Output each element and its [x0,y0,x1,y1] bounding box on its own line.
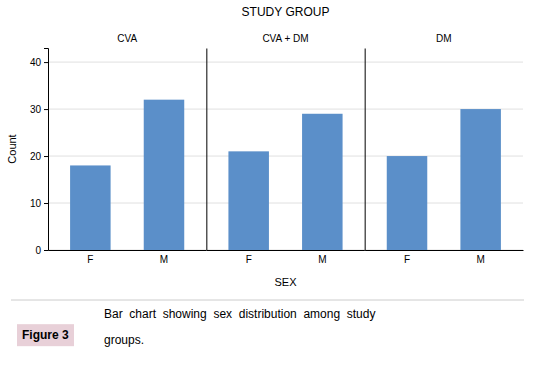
tick-label: F [246,254,252,265]
tick-label: F [404,254,410,265]
tick: F [87,254,93,265]
tick-label: M [318,254,326,265]
tick-label: 30 [30,104,42,115]
figure-label-box [17,324,74,346]
tick: 40 [30,57,48,68]
tick-label: M [476,254,484,265]
tick: 20 [30,151,48,162]
tick: M [160,254,168,265]
tick-label: 20 [30,151,42,162]
y-axis: 0 10 20 30 40 [30,49,49,256]
axis-line [49,250,207,251]
tick: F [404,254,410,265]
tick: 30 [30,104,48,115]
caption: Figure 3 Bar chart showing sex distributi… [17,307,375,347]
tick-mark [44,109,48,110]
tick-mark [44,62,48,63]
axis-line [44,49,49,251]
chart: STUDY GROUP010203040FMCVACountFMCVA + DM… [0,0,535,384]
caption-line: groups. [104,333,144,347]
tick: M [318,254,326,265]
panel-title: CVA + DM [262,33,308,44]
x-axis: FM [207,251,365,266]
bars [228,114,342,250]
separator [11,300,524,301]
axis-line [207,250,365,251]
grid-line [206,109,364,110]
grid-line [365,62,523,63]
tick-label: 10 [30,198,42,209]
panel-title: DM [436,33,452,44]
bar [387,156,428,250]
title: STUDY GROUP [242,5,330,19]
grid [206,62,364,250]
panel: FMDM [365,33,524,265]
tick-label: M [160,254,168,265]
bar [228,151,269,250]
tick-label: F [87,254,93,265]
figure-label: Figure 3 [22,328,69,342]
grid [48,62,206,250]
tick-mark [44,203,48,204]
axis-line [365,250,523,251]
bar [302,114,343,250]
bars [70,100,184,250]
tick: F [246,254,252,265]
x-axis: FM [365,251,523,266]
axis-line [365,49,366,251]
axis-line [206,49,207,251]
tick-label: 0 [35,245,41,256]
bar [144,100,185,250]
bar [460,109,501,250]
y-axis [206,49,208,251]
panel: FMCVA + DM [206,33,365,265]
tick: M [476,254,484,265]
grid [365,62,523,250]
bar [70,165,111,250]
tick: 10 [30,198,48,209]
tick: 0 [35,245,48,256]
panel: 010203040FMCVACount [6,33,207,265]
x-axis: FM [49,251,207,266]
tick-mark [44,156,48,157]
tick-mark [44,250,48,251]
y-label: Count [6,134,18,163]
bars [387,109,501,250]
y-axis [364,49,366,251]
panel-title: CVA [117,33,137,44]
x-label: SEX [274,276,297,288]
tick-label: 40 [30,57,42,68]
caption-line: Bar chart showing sex distribution among… [104,307,375,321]
grid-line [206,62,364,63]
grid-line [48,62,206,63]
